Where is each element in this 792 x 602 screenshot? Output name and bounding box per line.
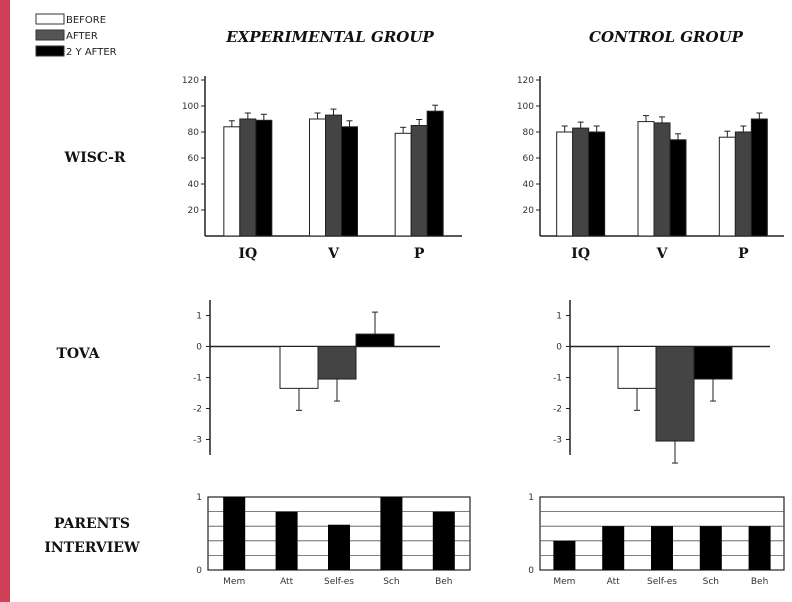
y-tick-label: -3: [553, 436, 562, 446]
bar: [394, 132, 412, 237]
y-tick-label: -2: [553, 405, 562, 415]
y-tick-label: 20: [523, 206, 535, 216]
x-category-label: P: [738, 246, 749, 262]
y-tick-label: 20: [188, 206, 200, 216]
x-category-label: Beh: [435, 577, 452, 587]
bar: [328, 524, 350, 570]
bar: [255, 119, 273, 237]
experimental-group-title: EXPERIMENTAL GROUP: [225, 28, 434, 46]
bar: [223, 126, 241, 237]
y-tick-label: 40: [523, 180, 535, 190]
y-tick-label: -3: [193, 436, 202, 446]
bar: [748, 526, 771, 570]
y-tick-label: 40: [188, 180, 200, 190]
x-category-label: Self-es: [647, 577, 677, 587]
bar: [432, 511, 455, 570]
y-tick-label: 120: [517, 76, 534, 86]
tova-control-chart: 1 0 -1 -2 -3: [553, 300, 770, 464]
bar: [617, 346, 657, 389]
x-category-label: IQ: [571, 246, 590, 262]
bar: [426, 110, 444, 237]
bar: [223, 497, 246, 570]
control-group-title: CONTROL GROUP: [589, 28, 744, 46]
bar: [572, 127, 590, 237]
legend-swatch-2y-after: [35, 45, 65, 57]
bar: [588, 131, 606, 237]
y-tick-label: 100: [182, 102, 199, 112]
bar: [325, 114, 342, 237]
y-tick-label: 60: [188, 154, 200, 164]
row-label-interview: INTERVIEW: [44, 540, 140, 556]
x-category-label: Self-es: [324, 577, 354, 587]
x-category-label: P: [414, 246, 425, 262]
legend-label-2y-after: 2 Y AFTER: [66, 47, 117, 58]
y-tick-label: 80: [523, 128, 535, 138]
y-tick-label: 1: [196, 493, 202, 503]
bar: [355, 333, 395, 348]
y-tick-label: 1: [556, 312, 562, 322]
legend-swatch-before: [35, 13, 65, 25]
parents-experimental-chart: 0 1 Mem Att Self-es Sch Beh: [196, 493, 471, 587]
x-category-label: Mem: [223, 577, 245, 587]
bar: [653, 122, 671, 237]
x-category-label: Beh: [751, 577, 768, 587]
bar: [317, 346, 357, 380]
legend: BEFORE AFTER 2 Y AFTER: [35, 13, 117, 58]
bar: [734, 131, 752, 237]
parents-control-chart: 0 1 Mem Att Self-es Sch Beh: [528, 493, 785, 587]
bar: [239, 118, 257, 237]
x-category-label: IQ: [238, 246, 257, 262]
x-category-label: Att: [607, 577, 621, 587]
y-tick-label: 0: [528, 566, 534, 576]
row-label-parents: PARENTS: [54, 516, 130, 532]
bar: [341, 126, 358, 237]
y-tick-label: 0: [556, 343, 562, 353]
row-label-tova: TOVA: [56, 346, 100, 362]
bar: [750, 118, 768, 237]
legend-swatch-after: [35, 29, 65, 41]
y-tick-label: 0: [196, 566, 202, 576]
y-tick-label: 1: [196, 312, 202, 322]
bar: [637, 121, 655, 237]
y-tick-label: 60: [523, 154, 535, 164]
bar: [380, 497, 403, 570]
bar: [651, 526, 673, 570]
y-tick-label: 100: [517, 102, 534, 112]
x-category-label: V: [656, 246, 669, 262]
y-tick-label: -1: [193, 374, 202, 384]
left-accent-band: [0, 0, 10, 602]
y-tick-label: 1: [528, 493, 534, 503]
y-tick-label: -2: [193, 405, 202, 415]
tova-experimental-chart: 1 0 -1 -2 -3: [193, 300, 440, 455]
y-tick-label: 0: [196, 343, 202, 353]
bar: [602, 526, 625, 570]
x-category-label: V: [327, 246, 340, 262]
x-category-label: Att: [280, 577, 294, 587]
bar: [556, 131, 574, 237]
x-category-label: Mem: [553, 577, 575, 587]
y-tick-label: 80: [188, 128, 200, 138]
bar: [275, 511, 298, 570]
bar: [309, 118, 326, 237]
wisc-experimental-chart: 20 40 60 80 100 120 IQ V P: [182, 76, 462, 262]
bar: [699, 526, 722, 570]
bar: [553, 540, 576, 570]
legend-label-before: BEFORE: [66, 15, 106, 26]
legend-label-after: AFTER: [66, 31, 98, 42]
y-tick-label: 120: [182, 76, 199, 86]
bar: [655, 346, 695, 442]
bar: [410, 125, 428, 237]
wisc-control-chart: 20 40 60 80 100 120 IQ V P: [517, 76, 784, 262]
bar: [279, 346, 319, 389]
row-label-wisc: WISC-R: [64, 150, 126, 166]
bar: [669, 139, 687, 237]
x-category-label: Sch: [703, 577, 719, 587]
bar: [693, 346, 733, 380]
x-category-label: Sch: [383, 577, 399, 587]
bar: [718, 136, 736, 237]
y-tick-label: -1: [553, 374, 562, 384]
